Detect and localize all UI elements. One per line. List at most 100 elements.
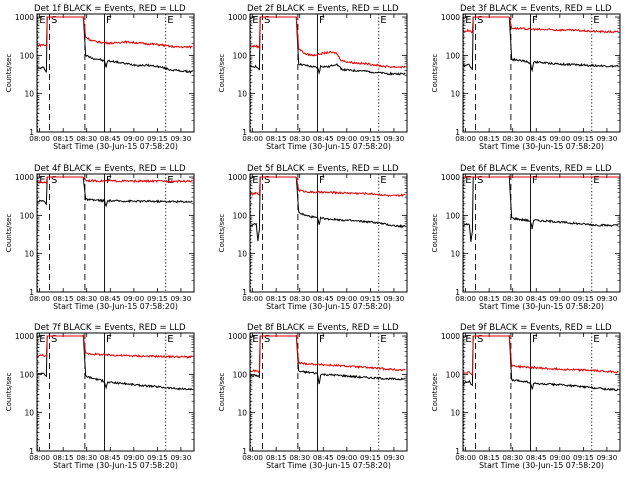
ytick-label: 1 bbox=[455, 288, 460, 297]
series-line-events bbox=[463, 174, 619, 242]
series-line-lld bbox=[463, 334, 619, 376]
xtick-label: 08:00 bbox=[242, 134, 263, 143]
x-axis-label: Start Time (30-Jun-15 07:58:20) bbox=[266, 461, 391, 470]
xtick-label: 09:15 bbox=[147, 453, 168, 462]
xtick-label: 08:15 bbox=[266, 294, 287, 303]
series-line-lld bbox=[37, 334, 193, 359]
xtick-label: 08:15 bbox=[266, 453, 287, 462]
event-marker-label: E bbox=[252, 334, 258, 345]
event-marker-label: E bbox=[252, 15, 258, 26]
y-axis-label: Counts/sec bbox=[218, 214, 226, 253]
xtick-label: 09:30 bbox=[597, 453, 618, 462]
xtick-label: 08:45 bbox=[100, 453, 121, 462]
detector-panel-9: Det 9f BLACK = Events, RED = LLD 1 10 100 10… bbox=[431, 323, 621, 470]
xtick-label: 08:15 bbox=[266, 134, 287, 143]
ytick-label: 10 bbox=[450, 90, 460, 99]
xtick-label: 09:15 bbox=[360, 134, 381, 143]
event-marker-label: E bbox=[465, 175, 471, 186]
xtick-label: 09:00 bbox=[549, 294, 570, 303]
y-axis-label: Counts/sec bbox=[218, 373, 226, 412]
xtick-label: 09:30 bbox=[597, 134, 618, 143]
ytick-label: 10 bbox=[450, 250, 460, 259]
plot-frame bbox=[36, 13, 195, 133]
xtick-label: 08:00 bbox=[29, 453, 50, 462]
series-line-lld bbox=[250, 334, 406, 374]
detector-panel-8: Det 8f BLACK = Events, RED = LLD 1 10 100 10… bbox=[218, 323, 408, 470]
panel-title: Det 1f BLACK = Events, RED = LLD bbox=[34, 4, 186, 14]
xtick-label: 08:15 bbox=[53, 134, 74, 143]
detector-panel-1: Det 1f BLACK = Events, RED = LLD 1 10 100 10… bbox=[5, 4, 195, 151]
ytick-label: 1000 bbox=[441, 13, 460, 22]
plot-frame bbox=[36, 173, 195, 293]
xtick-label: 08:00 bbox=[29, 134, 50, 143]
event-marker-label: F bbox=[319, 334, 325, 345]
ytick-label: 1 bbox=[29, 288, 34, 297]
ytick-label: 1 bbox=[242, 288, 247, 297]
xtick-label: 08:30 bbox=[76, 134, 97, 143]
ytick-label: 10 bbox=[24, 250, 34, 259]
ytick-label: 100 bbox=[20, 51, 35, 60]
event-marker-label: S bbox=[477, 15, 483, 26]
panel-title: Det 8f BLACK = Events, RED = LLD bbox=[247, 323, 399, 333]
event-marker-label: E bbox=[167, 334, 173, 345]
event-marker-label: E bbox=[380, 15, 386, 26]
x-axis-label: Start Time (30-Jun-15 07:58:20) bbox=[53, 302, 178, 311]
xtick-label: 08:15 bbox=[479, 453, 500, 462]
xtick-label: 08:30 bbox=[76, 453, 97, 462]
detector-panel-2: Det 2f BLACK = Events, RED = LLD 1 10 100 10… bbox=[218, 4, 408, 151]
ytick-label: 100 bbox=[233, 370, 248, 379]
event-marker-label: S bbox=[264, 15, 270, 26]
ytick-label: 100 bbox=[233, 211, 248, 220]
ytick-label: 1 bbox=[242, 447, 247, 456]
panel-title: Det 3f BLACK = Events, RED = LLD bbox=[460, 4, 612, 14]
event-marker-label: E bbox=[465, 15, 471, 26]
event-marker-label: E bbox=[593, 15, 599, 26]
xtick-label: 08:30 bbox=[289, 294, 310, 303]
event-marker-label: S bbox=[477, 334, 483, 345]
xtick-label: 09:30 bbox=[171, 134, 192, 143]
ytick-label: 1000 bbox=[228, 13, 247, 22]
x-axis-label: Start Time (30-Jun-15 07:58:20) bbox=[479, 142, 604, 151]
detector-panel-5: Det 5f BLACK = Events, RED = LLD 1 10 100 10… bbox=[218, 164, 408, 311]
xtick-label: 09:00 bbox=[549, 453, 570, 462]
x-axis-label: Start Time (30-Jun-15 07:58:20) bbox=[479, 461, 604, 470]
event-marker-label: E bbox=[252, 175, 258, 186]
event-marker-label: E bbox=[167, 175, 173, 186]
y-axis-label: Counts/sec bbox=[431, 214, 439, 253]
xtick-label: 09:30 bbox=[384, 453, 405, 462]
xtick-label: 08:00 bbox=[455, 294, 476, 303]
panel-title: Det 6f BLACK = Events, RED = LLD bbox=[460, 164, 612, 174]
ytick-label: 1000 bbox=[15, 13, 34, 22]
event-marker-label: S bbox=[264, 175, 270, 186]
detector-panel-3: Det 3f BLACK = Events, RED = LLD 1 10 100 10… bbox=[431, 4, 621, 151]
y-axis-label: Counts/sec bbox=[431, 373, 439, 412]
xtick-label: 09:15 bbox=[360, 294, 381, 303]
event-marker-label: E bbox=[380, 175, 386, 186]
y-axis-label: Counts/sec bbox=[5, 214, 13, 253]
series-line-events bbox=[250, 176, 406, 242]
xtick-label: 09:00 bbox=[123, 294, 144, 303]
xtick-label: 09:30 bbox=[384, 134, 405, 143]
xtick-label: 08:45 bbox=[100, 294, 121, 303]
xtick-label: 09:30 bbox=[597, 294, 618, 303]
xtick-label: 09:00 bbox=[123, 134, 144, 143]
event-marker-label: E bbox=[593, 175, 599, 186]
x-axis-label: Start Time (30-Jun-15 07:58:20) bbox=[479, 302, 604, 311]
xtick-label: 08:00 bbox=[29, 294, 50, 303]
event-marker-label: F bbox=[532, 175, 538, 186]
event-marker-label: S bbox=[264, 334, 270, 345]
xtick-label: 08:15 bbox=[479, 294, 500, 303]
y-axis-label: Counts/sec bbox=[431, 54, 439, 93]
ytick-label: 1000 bbox=[441, 332, 460, 341]
ytick-label: 100 bbox=[446, 211, 461, 220]
event-marker-label: F bbox=[532, 15, 538, 26]
ytick-label: 1 bbox=[455, 447, 460, 456]
plot-frame bbox=[249, 13, 408, 133]
xtick-label: 08:00 bbox=[242, 294, 263, 303]
series-line-lld bbox=[250, 176, 406, 198]
event-marker-label: E bbox=[167, 15, 173, 26]
xtick-label: 09:30 bbox=[384, 294, 405, 303]
xtick-label: 08:30 bbox=[502, 294, 523, 303]
panel-title: Det 7f BLACK = Events, RED = LLD bbox=[34, 323, 186, 333]
